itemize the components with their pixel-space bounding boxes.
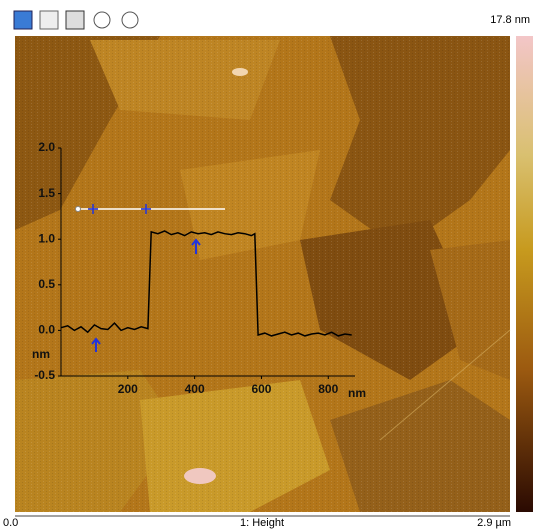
section-cursor (75, 204, 225, 352)
scale-max: 17.8 nm (490, 14, 530, 26)
x-end: 2.9 µm (477, 517, 511, 529)
x-tick-label: 400 (185, 382, 205, 396)
channel-label: 1: Height (240, 517, 284, 529)
tool-zoom[interactable] (65, 10, 85, 30)
y-tick-label: -0.5 (34, 368, 55, 382)
toolbar (13, 10, 139, 30)
y-tick-label: 0.5 (38, 277, 55, 291)
x-tick-label: 200 (118, 382, 138, 396)
color-bar (516, 36, 533, 512)
y-tick-label: 2.0 (38, 140, 55, 154)
tool-zoom-in[interactable] (93, 11, 111, 29)
x-axis-label: nm (348, 386, 366, 400)
tool-measure[interactable] (13, 10, 33, 30)
y-tick-label: 0.0 (38, 323, 55, 337)
line-profile: nm nm -0.5 0.0 0.5 1.0 1.5 2.0 200 400 600 800 (32, 140, 366, 400)
afm-image (15, 36, 511, 512)
profile-line (60, 230, 352, 337)
x-start: 0.0 (3, 517, 18, 529)
y-axis-label: nm (32, 347, 50, 361)
y-tick-label: 1.5 (38, 186, 55, 200)
tool-pan[interactable] (39, 10, 59, 30)
tool-zoom-out[interactable] (121, 11, 139, 29)
y-tick-label: 1.0 (38, 231, 55, 245)
x-tick-label: 800 (318, 382, 338, 396)
x-tick-label: 600 (251, 382, 271, 396)
